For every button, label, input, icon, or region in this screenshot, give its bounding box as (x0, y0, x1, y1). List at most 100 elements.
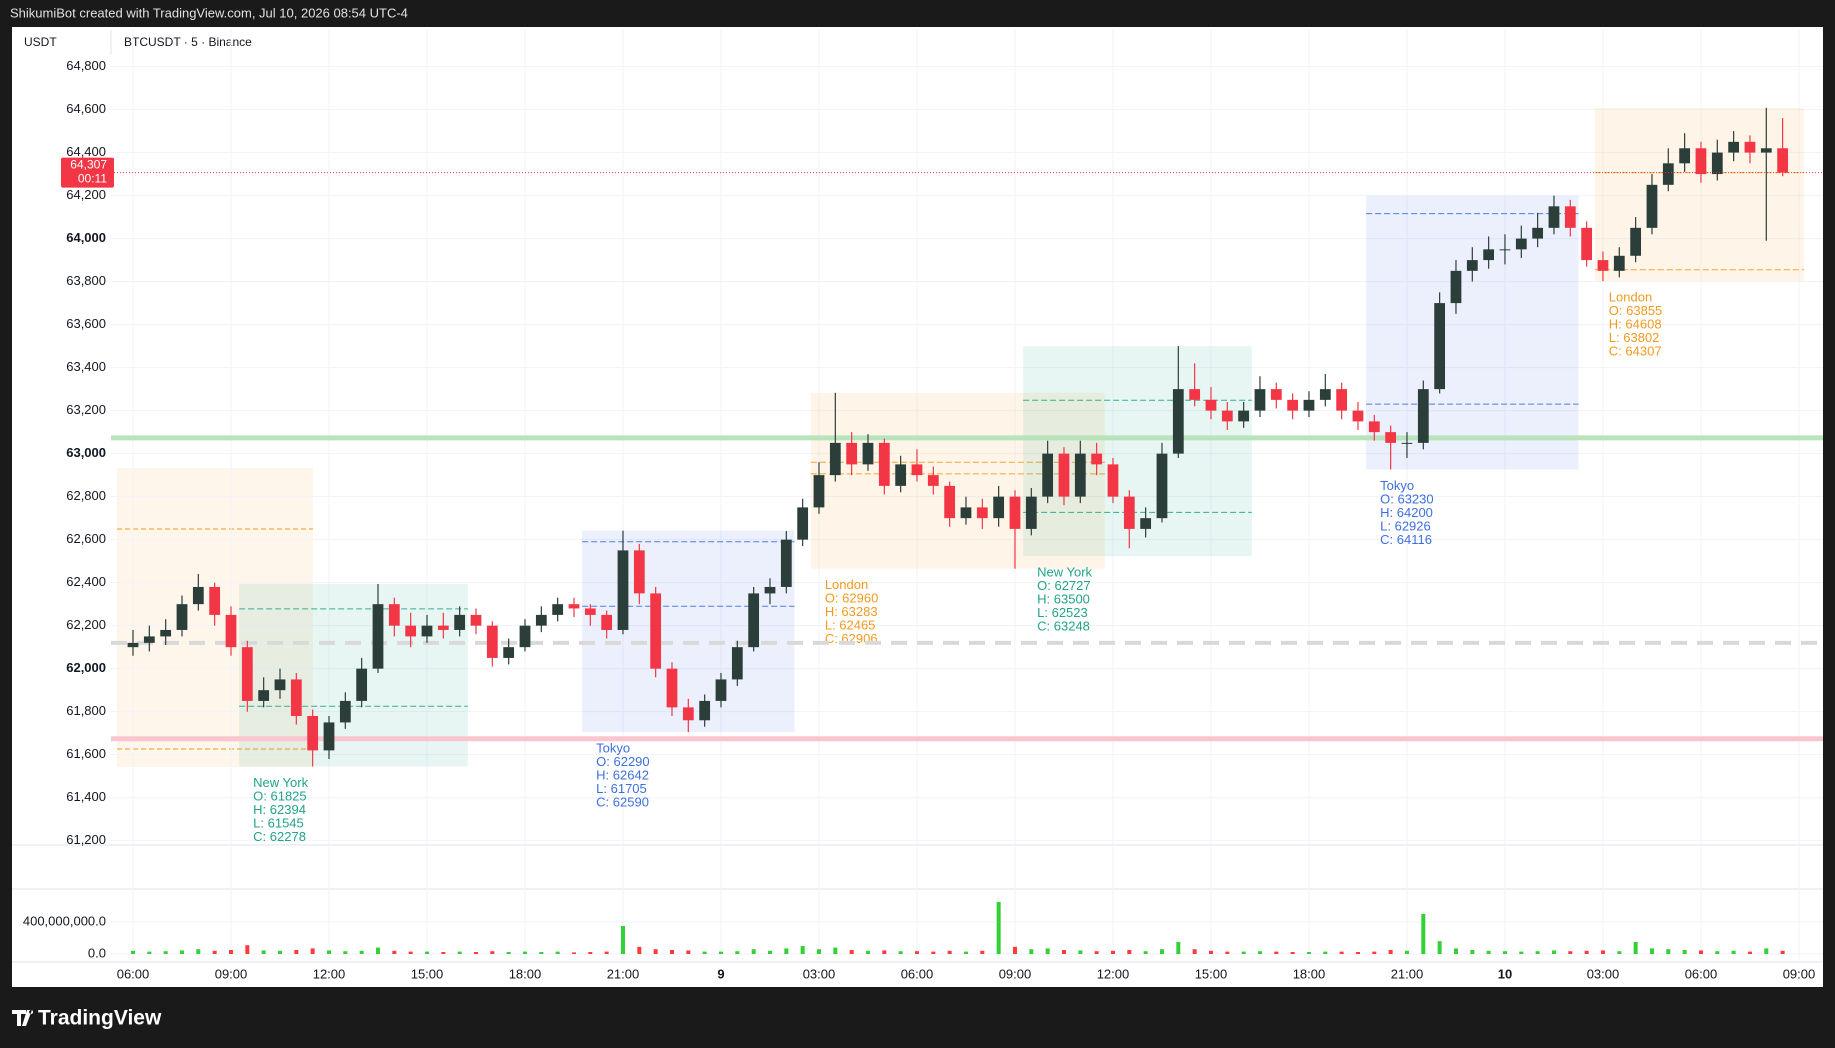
candle-body (225, 614, 237, 648)
x-tick-label: 21:00 (607, 966, 640, 981)
candle-body (1483, 249, 1495, 261)
volume-bar (1045, 948, 1050, 954)
volume-bar (245, 945, 250, 954)
candle-body (1662, 163, 1674, 185)
brand-name: TradingView (38, 1007, 162, 1030)
candle-body (601, 614, 613, 630)
volume-bar (392, 950, 397, 954)
candle-body (1401, 442, 1413, 444)
candle-body (993, 496, 1005, 519)
session-value: H: 64200 (1380, 505, 1433, 520)
volume-bar (1159, 949, 1164, 954)
y-tick-label: 62,400 (66, 574, 106, 589)
volume-bar (849, 950, 854, 954)
volume-bar (1372, 951, 1377, 954)
candle-body (617, 550, 629, 630)
symbol: BTCUSDT · 5 · Binance (124, 35, 252, 49)
volume-bar (1649, 948, 1654, 954)
candle-body (1434, 303, 1446, 390)
candle-body (862, 442, 874, 465)
session-value: L: 61545 (253, 815, 304, 830)
candle-body (1679, 148, 1691, 164)
candle-body (274, 679, 286, 691)
volume-bar (539, 952, 544, 954)
candle-body (1270, 389, 1282, 400)
volume-bar (914, 951, 919, 954)
candle-body (748, 593, 760, 648)
volume-bar (1600, 950, 1605, 954)
volume-bar (294, 950, 299, 954)
candle-body (813, 475, 825, 508)
candle-body (1287, 399, 1299, 411)
candle-body (1368, 421, 1380, 433)
volume-bar (931, 951, 936, 954)
candle-body (1548, 206, 1560, 228)
volume-bar (1584, 950, 1589, 954)
volume-bar (980, 950, 985, 954)
volume-bar (1143, 951, 1148, 954)
volume-bar (1306, 952, 1311, 954)
candle-body (1336, 389, 1348, 411)
volume-bar (1355, 952, 1360, 954)
candle-body (960, 507, 972, 519)
candle-body (780, 539, 792, 587)
x-tick-label: 9 (717, 966, 724, 981)
volume-bar (735, 951, 740, 954)
candle-body (764, 586, 776, 594)
session-value: O: 62290 (596, 754, 650, 769)
volume-bar (441, 952, 446, 954)
candle-body (454, 614, 466, 630)
candle-body (486, 625, 498, 658)
candle-body (1123, 496, 1135, 529)
session-box (810, 392, 1105, 569)
volume-bar (147, 951, 152, 954)
volume-bar (1388, 950, 1393, 954)
volume-bar (1437, 941, 1442, 954)
session-box (582, 530, 795, 733)
volume-bar (1453, 948, 1458, 954)
x-tick-label: 06:00 (117, 966, 150, 981)
x-tick-label: 06:00 (1685, 966, 1718, 981)
volume-bar (1029, 949, 1034, 954)
volume-bar (1110, 950, 1115, 954)
y-tick-label: 62,000 (66, 660, 106, 675)
y-tick-label: 62,800 (66, 488, 106, 503)
brand: TradingView (12, 1007, 162, 1030)
candle-body (1058, 453, 1070, 497)
candle-body (339, 700, 351, 723)
session-value: L: 62926 (1380, 518, 1431, 533)
session-value: H: 62642 (596, 768, 649, 783)
candle-body (535, 614, 547, 626)
y-tick-label: 63,200 (66, 402, 106, 417)
volume-bar (1208, 950, 1213, 954)
session-value: O: 62727 (1037, 578, 1091, 593)
candle-body (1499, 249, 1511, 251)
y-tick-label: 61,400 (66, 789, 106, 804)
x-tick-label: 09:00 (999, 966, 1032, 981)
y-tick-label: 63,800 (66, 273, 106, 288)
y-tick-label: 62,200 (66, 617, 106, 632)
last-price-tag (61, 157, 114, 188)
volume-bar (1176, 942, 1181, 954)
candle-body (307, 715, 319, 751)
brand-logo (12, 1010, 34, 1026)
candle-body (1417, 389, 1429, 443)
volume-bar (1698, 950, 1703, 954)
volume-bar (718, 951, 723, 954)
candle-body (1744, 141, 1756, 153)
volume-bar (882, 950, 887, 954)
candle-body (1630, 227, 1642, 256)
x-tick-label: 06:00 (901, 966, 934, 981)
volume-bar (1257, 951, 1262, 954)
session-name: New York (253, 775, 308, 790)
candle-body (1221, 410, 1233, 422)
session-box (1366, 195, 1579, 470)
volume-bar (277, 950, 282, 954)
volume-tick-label: 0.0 (88, 945, 106, 960)
y-tick-label: 63,400 (66, 359, 106, 374)
session-value: C: 62906 (825, 631, 878, 646)
candle-body (290, 679, 302, 716)
session-box (239, 583, 468, 767)
candle-body (323, 722, 335, 751)
